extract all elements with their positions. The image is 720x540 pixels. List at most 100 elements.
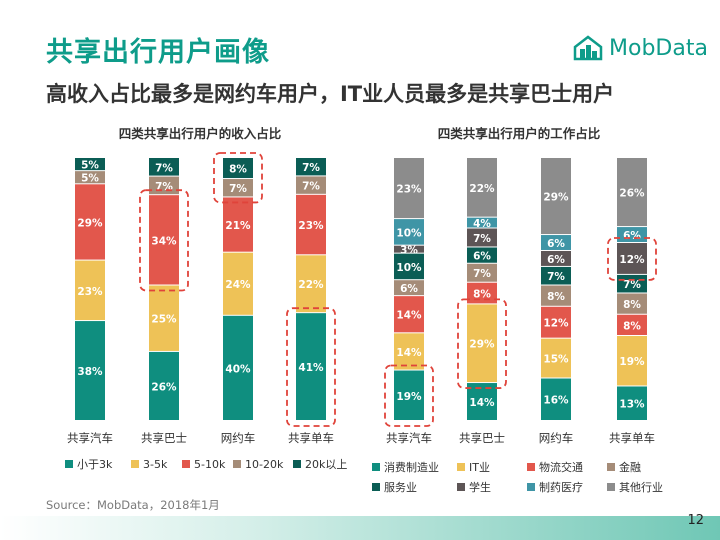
bar-segment <box>296 158 326 176</box>
legend-swatch <box>65 460 73 468</box>
data-label: 24% <box>225 279 251 291</box>
data-label: 4% <box>473 218 491 230</box>
bar-segment <box>223 252 253 315</box>
bar-segment <box>394 253 424 280</box>
category-label: 网约车 <box>539 431 574 445</box>
highlight-box <box>607 237 657 281</box>
legend-swatch <box>457 483 465 491</box>
chart-title: 四类共享出行用户的收入占比 <box>119 126 282 141</box>
legend-label: IT业 <box>469 461 490 474</box>
bar-segment <box>296 176 326 194</box>
category-label: 共享巴士 <box>141 431 187 445</box>
bar-segment <box>394 245 424 253</box>
data-label: 5% <box>81 173 99 185</box>
bar-segment <box>541 158 571 235</box>
mobdata-logo-icon <box>573 35 603 61</box>
category-label: 网约车 <box>221 431 256 445</box>
bar-segment <box>617 293 647 314</box>
category-label: 共享汽车 <box>386 431 432 445</box>
bar-segment <box>617 243 647 274</box>
data-label: 5% <box>81 160 99 172</box>
highlight-box <box>384 364 434 427</box>
income-chart: 四类共享出行用户的收入占比 38% 23% 29% 5%5% 共享汽车 26% 25% 34% 7… <box>65 126 347 471</box>
data-label: 26% <box>151 381 177 393</box>
legend-label: 学生 <box>469 480 491 494</box>
data-label: 7% <box>155 181 173 193</box>
data-label: 15% <box>543 354 569 366</box>
legend-swatch <box>182 460 190 468</box>
data-label: 6% <box>547 254 565 266</box>
legend-swatch <box>607 463 615 471</box>
data-label: 6% <box>400 283 418 295</box>
data-label: 7% <box>473 268 491 280</box>
category-label: 共享巴士 <box>459 431 505 445</box>
bar-segment <box>394 158 424 219</box>
bar-segment <box>149 351 179 420</box>
data-label: 6% <box>623 230 641 242</box>
bar-segment <box>617 314 647 335</box>
bar-segment <box>617 386 647 420</box>
data-label: 7% <box>302 162 320 174</box>
bar-segment <box>296 255 326 313</box>
data-label: 8% <box>547 291 565 303</box>
bar-segment <box>223 315 253 420</box>
data-label: 29% <box>77 217 103 229</box>
logo-text: MobData <box>609 35 708 61</box>
bar-segment <box>541 250 571 266</box>
data-label: 14% <box>396 310 422 322</box>
bar-segment <box>541 338 571 378</box>
legend-label: 服务业 <box>384 481 417 494</box>
legend-swatch <box>293 460 301 468</box>
data-label: 25% <box>151 314 177 326</box>
bar-segment <box>541 266 571 285</box>
data-label: 7% <box>547 271 565 283</box>
bar-segment <box>617 335 647 386</box>
bar-segment <box>75 184 105 260</box>
bar-segment <box>467 158 497 217</box>
highlight-box <box>139 189 189 292</box>
legend-label: 物流交通 <box>539 460 583 474</box>
page-subtitle: 高收入占比最多是网约车用户，IT业人员最多是共享巴士用户 <box>46 82 615 106</box>
data-label: 6% <box>473 251 491 263</box>
legend-label: 20k以上 <box>305 458 347 471</box>
legend-label: 5-10k <box>194 458 226 471</box>
bar-segment <box>223 179 253 197</box>
bar-segment <box>541 285 571 306</box>
legend-swatch <box>607 483 615 491</box>
legend-label: 10-20k <box>245 458 284 471</box>
highlight-box <box>213 152 263 204</box>
bar-segment <box>296 194 326 255</box>
data-label: 22% <box>469 183 495 195</box>
data-label: 19% <box>396 391 422 403</box>
bar-segment <box>75 321 105 420</box>
bar-segment <box>394 219 424 245</box>
data-label: 8% <box>623 320 641 332</box>
legend-swatch <box>233 460 241 468</box>
data-label: 34% <box>151 235 177 247</box>
data-label: 6% <box>547 238 565 250</box>
legend-label: 其他行业 <box>619 481 663 494</box>
category-label: 共享单车 <box>609 431 655 445</box>
bar-segment <box>223 158 253 179</box>
category-label: 共享单车 <box>288 431 334 445</box>
data-label: 29% <box>469 339 495 351</box>
bar-segment <box>394 280 424 296</box>
brand-logo: MobData <box>573 34 708 62</box>
data-label: 7% <box>473 233 491 245</box>
bar-segment <box>296 313 326 420</box>
legend-label: 制药医疗 <box>539 480 583 494</box>
legend-swatch <box>372 483 380 491</box>
bar-segment <box>467 304 497 383</box>
bar-segment <box>541 378 571 420</box>
bar-segment <box>467 217 497 228</box>
legend-label: 金融 <box>619 460 641 474</box>
data-label: 10% <box>396 227 422 239</box>
chart-title: 四类共享出行用户的工作占比 <box>438 126 601 141</box>
page-title: 共享出行用户画像 <box>46 37 270 68</box>
legend-swatch <box>131 460 139 468</box>
page-number: 12 <box>687 513 704 528</box>
bar-segment <box>223 197 253 252</box>
data-label: 19% <box>619 356 645 368</box>
bar-segment <box>467 228 497 247</box>
legend-label: 小于3k <box>77 458 113 471</box>
